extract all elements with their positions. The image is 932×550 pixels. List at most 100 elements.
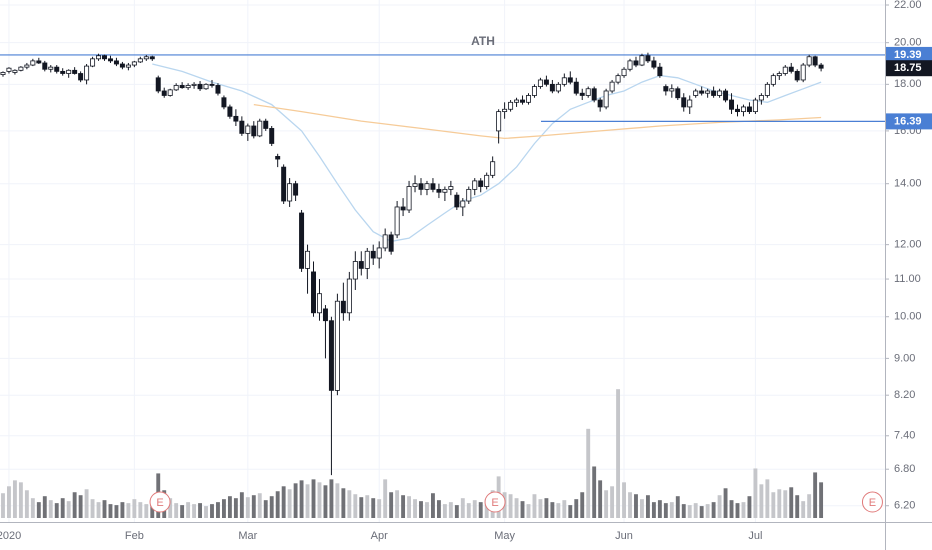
candle-body — [257, 120, 263, 137]
volume-bar — [365, 495, 370, 518]
volume-bar — [801, 501, 806, 518]
volume-bar — [144, 504, 149, 518]
volume-bar — [681, 504, 686, 518]
volume-bar — [102, 500, 107, 518]
volume-bar — [520, 501, 525, 518]
candles — [0, 52, 824, 476]
volume-bar — [287, 489, 292, 518]
candle-body — [215, 85, 221, 94]
candle-body — [508, 101, 514, 110]
candle-body — [693, 90, 699, 96]
volume-bar — [251, 495, 256, 518]
volume-bar — [317, 482, 322, 518]
candle-body — [454, 194, 460, 208]
candle-body — [328, 320, 334, 391]
volume-bar — [645, 495, 650, 518]
candle-body — [490, 161, 496, 176]
candle-body — [621, 68, 627, 77]
volume-bar — [239, 492, 244, 518]
candle-body — [609, 81, 615, 92]
candle-body — [167, 89, 173, 96]
candle-body — [72, 69, 78, 74]
volume-bar — [807, 494, 812, 518]
volume-bar — [180, 505, 185, 518]
candle-body — [555, 83, 561, 92]
candle-body — [549, 83, 555, 92]
candle-body — [788, 66, 794, 72]
volume-bar — [72, 492, 77, 518]
volume-bar — [651, 502, 656, 518]
volume-bar — [759, 484, 764, 518]
candle-body — [681, 97, 687, 108]
x-tick-label: Jul — [748, 530, 762, 542]
y-tick-label: 12.00 — [894, 239, 922, 251]
volume-bar — [598, 480, 603, 518]
volume-bar — [431, 493, 435, 518]
volume-bar — [819, 482, 824, 518]
volume-bar — [30, 498, 35, 518]
volume-bar — [628, 492, 632, 518]
earnings-marker — [149, 491, 171, 513]
volume-bar — [311, 479, 316, 518]
candle-body — [484, 174, 490, 187]
candle-body — [316, 293, 322, 314]
volume-bar — [84, 489, 89, 518]
volume-bar — [478, 502, 483, 518]
volume-bar — [777, 489, 782, 518]
candle-body — [782, 66, 788, 74]
candle-body — [645, 55, 651, 62]
x-tick-label: Mar — [238, 530, 257, 542]
candle-body — [573, 81, 579, 94]
candle-body — [436, 188, 442, 193]
volume-bar — [168, 498, 173, 518]
x-tick-label: May — [494, 530, 515, 542]
volume-bar — [293, 483, 298, 518]
candle-body — [90, 58, 96, 67]
candle-body — [173, 85, 179, 91]
candle-body — [197, 83, 203, 90]
candle-body — [633, 60, 639, 66]
candle-body — [800, 64, 806, 81]
volume-bar — [436, 500, 441, 518]
volume-bar — [66, 501, 71, 518]
candle-body — [424, 183, 430, 190]
candle-body — [30, 60, 36, 66]
volume-bar — [526, 504, 531, 518]
volume-bar — [377, 499, 382, 518]
level-label: 16.39 — [894, 115, 922, 127]
candle-body — [12, 69, 18, 73]
candle-body — [675, 88, 681, 99]
volume-bar — [771, 492, 776, 518]
volume-bar — [574, 499, 579, 518]
volume-bar — [233, 498, 238, 518]
volume-bar — [210, 504, 214, 518]
volume-bar — [580, 492, 585, 518]
candle-body — [227, 106, 233, 117]
candle-body — [735, 108, 740, 113]
candle-body — [418, 183, 424, 190]
volume-bar — [24, 490, 29, 518]
volume-bar — [126, 503, 131, 518]
volume-bar — [36, 502, 41, 518]
candle-body — [245, 125, 251, 134]
candle-body — [442, 188, 448, 193]
volume-bar — [341, 488, 346, 518]
candle-body — [305, 250, 311, 269]
candle-body — [251, 125, 257, 137]
y-tick-label: 11.00 — [894, 273, 921, 285]
volume-bar — [275, 491, 280, 518]
last-price-label: 18.75 — [894, 62, 922, 74]
volume-bar — [472, 500, 477, 518]
candle-body — [6, 67, 12, 72]
candle-body — [776, 73, 782, 77]
candle-body — [603, 90, 609, 108]
candle-body — [370, 250, 376, 259]
volume-bar — [48, 500, 53, 518]
candle-body — [770, 75, 776, 85]
x-tick-label: 2020 — [0, 530, 21, 542]
volume-bar — [460, 498, 465, 518]
candle-body — [263, 120, 269, 129]
volume-bar — [419, 501, 423, 518]
